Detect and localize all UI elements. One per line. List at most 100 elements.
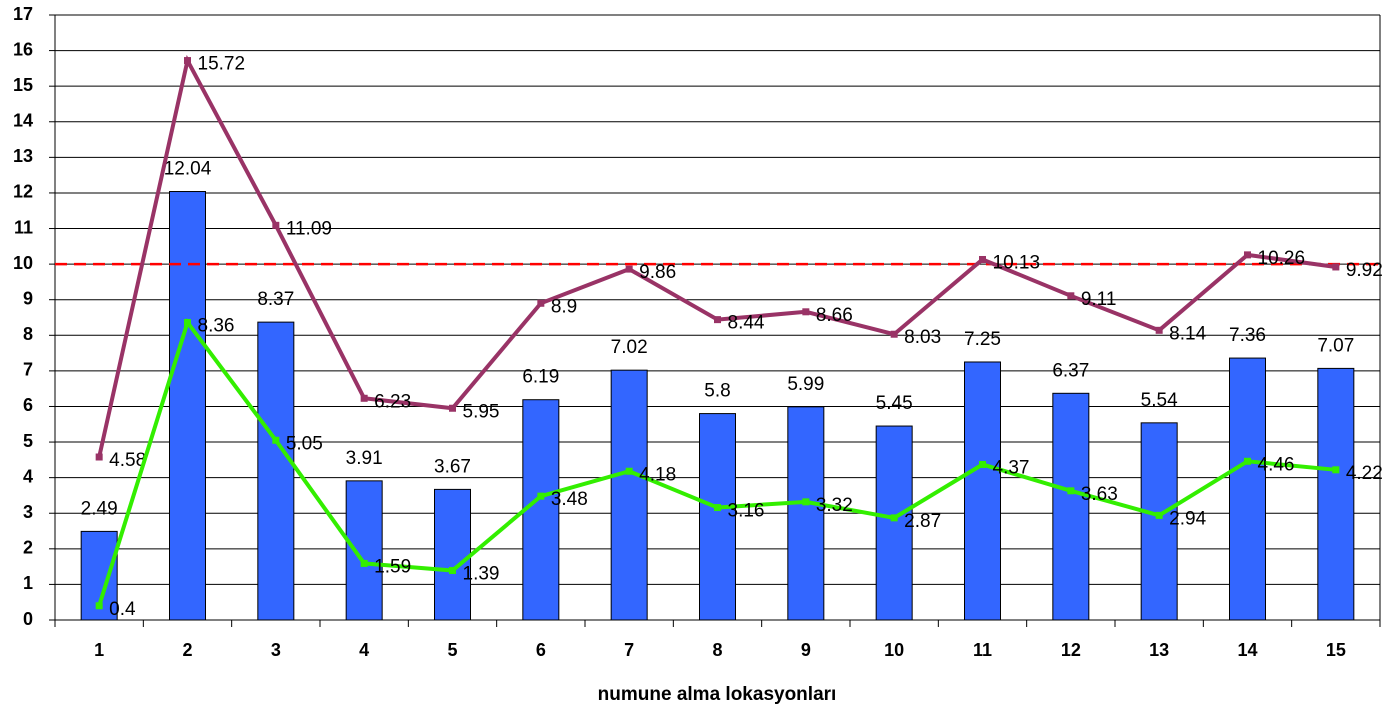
data-label: 3.67 bbox=[434, 456, 471, 477]
marker bbox=[625, 265, 633, 273]
x-tick-label: 15 bbox=[1326, 640, 1346, 660]
y-tick-label: 10 bbox=[13, 253, 33, 273]
data-label: 1.39 bbox=[463, 564, 500, 585]
marker bbox=[184, 318, 191, 326]
data-label: 9.86 bbox=[639, 262, 676, 283]
bar bbox=[699, 413, 736, 621]
marker bbox=[360, 394, 368, 402]
bar bbox=[875, 425, 913, 621]
data-label: 6.37 bbox=[1052, 360, 1089, 381]
marker bbox=[1332, 466, 1340, 474]
bar bbox=[1140, 422, 1178, 621]
data-label: 5.8 bbox=[704, 381, 730, 402]
marker bbox=[802, 498, 810, 506]
data-label: 2.87 bbox=[904, 511, 941, 532]
y-tick-label: 12 bbox=[13, 182, 33, 202]
bar bbox=[522, 399, 560, 621]
data-label: 3.16 bbox=[728, 501, 765, 522]
data-label: 7.36 bbox=[1229, 325, 1266, 346]
y-tick-label: 14 bbox=[13, 111, 33, 131]
data-label: 15.72 bbox=[198, 54, 246, 75]
data-label: 9.11 bbox=[1081, 289, 1117, 310]
y-tick-label: 3 bbox=[23, 502, 33, 522]
marker bbox=[979, 460, 986, 468]
data-label: 3.91 bbox=[346, 448, 383, 469]
data-label: 3.32 bbox=[816, 495, 853, 516]
data-label: 9.92 bbox=[1346, 260, 1383, 281]
marker bbox=[1067, 487, 1075, 495]
data-label: 4.37 bbox=[993, 457, 1030, 478]
marker bbox=[449, 404, 456, 412]
data-label: 5.99 bbox=[787, 374, 824, 395]
marker bbox=[802, 308, 810, 316]
x-tick-label: 6 bbox=[536, 640, 546, 660]
x-tick-label: 13 bbox=[1149, 640, 1169, 660]
x-tick-label: 9 bbox=[801, 640, 811, 660]
x-tick-label: 14 bbox=[1237, 640, 1257, 660]
x-tick-label: 7 bbox=[624, 640, 634, 660]
bar bbox=[1229, 357, 1266, 621]
marker bbox=[537, 492, 545, 500]
data-label: 1.59 bbox=[374, 556, 411, 577]
data-label: 8.44 bbox=[728, 313, 765, 334]
x-tick-label: 3 bbox=[271, 640, 281, 660]
data-label: 4.18 bbox=[639, 464, 676, 485]
data-label: 0.4 bbox=[109, 599, 136, 620]
data-label: 5.45 bbox=[876, 393, 913, 414]
x-tick-label: 4 bbox=[359, 640, 369, 660]
bar bbox=[169, 191, 206, 621]
bar bbox=[434, 488, 471, 621]
data-label: 2.49 bbox=[81, 498, 118, 519]
data-label: 8.66 bbox=[816, 305, 853, 326]
data-label: 10.13 bbox=[993, 253, 1041, 274]
data-label: 6.19 bbox=[522, 367, 559, 388]
y-tick-label: 11 bbox=[14, 217, 33, 237]
marker bbox=[360, 559, 368, 567]
y-tick-label: 15 bbox=[13, 75, 33, 95]
data-label: 7.02 bbox=[611, 337, 648, 358]
marker bbox=[537, 299, 545, 307]
x-tick-label: 11 bbox=[973, 640, 992, 660]
data-label: 4.58 bbox=[109, 450, 146, 471]
y-tick-label: 7 bbox=[23, 360, 33, 380]
data-label: 4.46 bbox=[1258, 454, 1295, 475]
x-tick-label: 12 bbox=[1061, 640, 1081, 660]
data-label: 8.03 bbox=[904, 327, 941, 348]
marker bbox=[1067, 292, 1075, 300]
marker bbox=[1244, 457, 1251, 465]
data-label: 7.25 bbox=[964, 329, 1001, 350]
y-tick-label: 5 bbox=[23, 431, 33, 451]
marker bbox=[890, 514, 898, 522]
marker bbox=[714, 504, 721, 512]
data-label: 11.09 bbox=[286, 218, 332, 239]
y-tick-label: 2 bbox=[23, 538, 33, 558]
bar bbox=[610, 369, 648, 621]
data-label: 4.22 bbox=[1346, 463, 1383, 484]
x-tick-label: 1 bbox=[94, 640, 104, 660]
y-tick-label: 13 bbox=[13, 146, 33, 166]
data-label: 7.07 bbox=[1317, 335, 1354, 356]
data-label: 5.05 bbox=[286, 433, 323, 454]
bar bbox=[1052, 392, 1090, 621]
marker bbox=[1155, 326, 1163, 334]
y-tick-label: 6 bbox=[23, 395, 33, 415]
marker bbox=[272, 221, 280, 229]
marker bbox=[714, 316, 721, 324]
marker bbox=[1155, 511, 1163, 519]
y-tick-label: 9 bbox=[23, 288, 33, 308]
x-tick-label: 8 bbox=[712, 640, 722, 660]
x-tick-label: 5 bbox=[447, 640, 457, 660]
y-tick-label: 17 bbox=[13, 4, 33, 24]
y-tick-label: 0 bbox=[23, 609, 33, 629]
bar bbox=[787, 406, 825, 621]
x-axis-title: numune alma lokasyonları bbox=[598, 684, 837, 705]
marker bbox=[625, 467, 633, 475]
bar bbox=[964, 361, 1001, 621]
data-label: 5.54 bbox=[1141, 390, 1178, 411]
data-label: 3.63 bbox=[1081, 484, 1118, 505]
marker bbox=[449, 567, 456, 575]
data-label: 8.14 bbox=[1169, 323, 1206, 344]
marker bbox=[890, 330, 898, 338]
data-label: 6.23 bbox=[374, 391, 411, 412]
